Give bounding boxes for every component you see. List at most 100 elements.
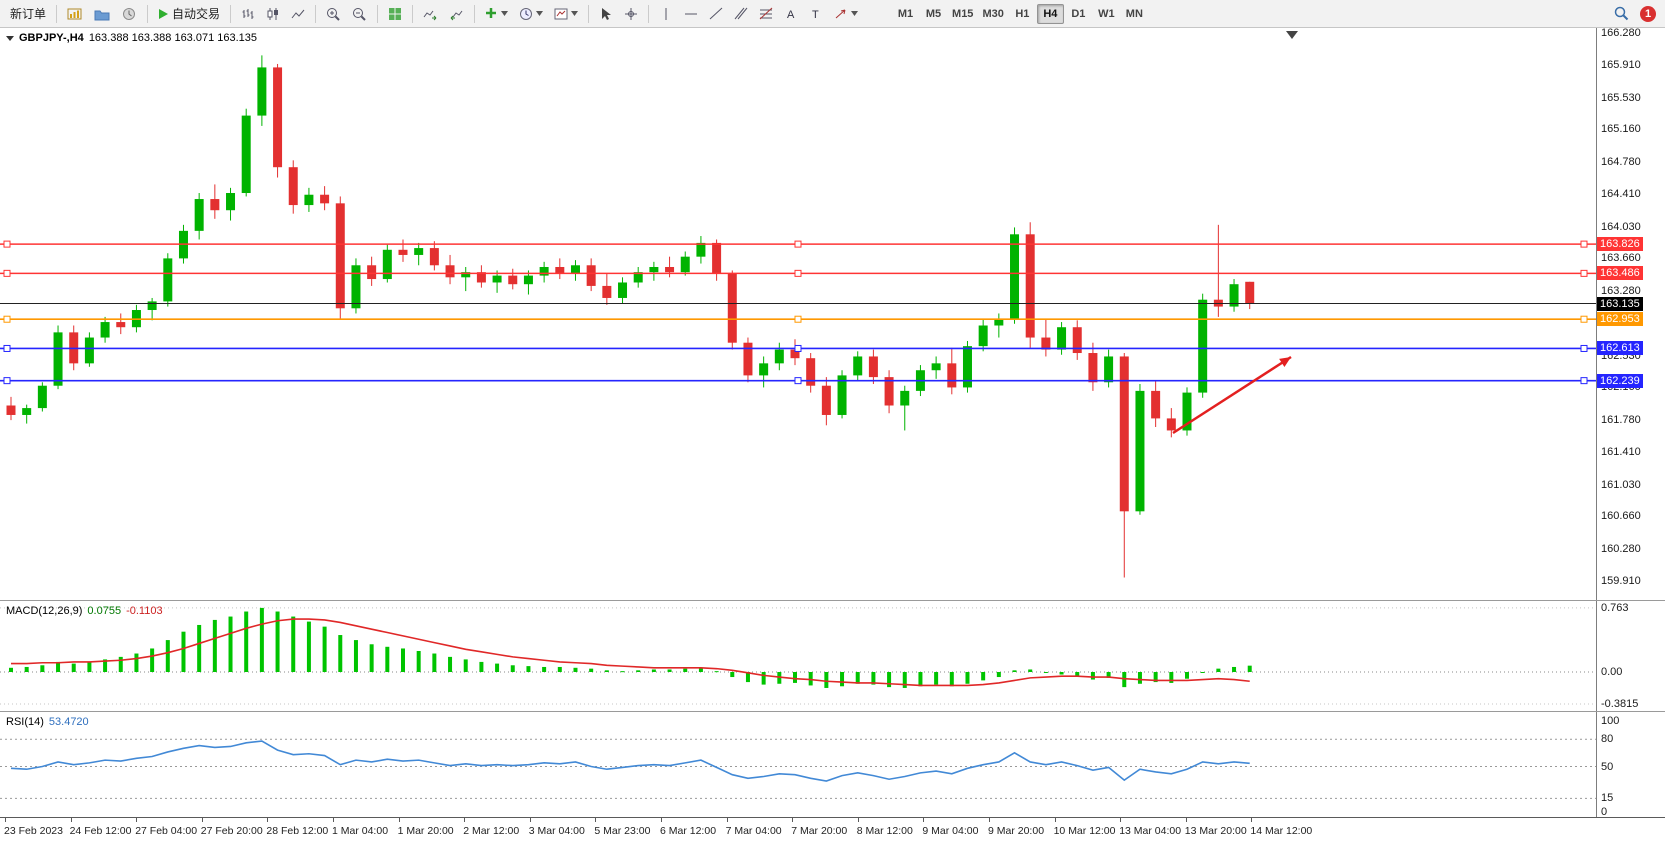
candle-body (226, 193, 236, 211)
time-label: 28 Feb 12:00 (266, 825, 329, 837)
macd-histogram-bar (620, 671, 625, 673)
candle-body (665, 266, 675, 273)
level-line-handle[interactable] (1580, 269, 1588, 277)
chart-shift-button[interactable] (444, 3, 469, 25)
candle-body (727, 273, 737, 343)
macd-histogram-bar (1028, 669, 1033, 672)
rsi-axis[interactable]: 100 80 50 15 0 (1596, 712, 1665, 818)
macd-canvas[interactable] (0, 601, 1596, 711)
rsi-axis-label: 50 (1601, 760, 1614, 773)
macd-axis[interactable]: 0.763 0.00 -0.3815 (1596, 601, 1665, 711)
new-order-button[interactable]: 新订单 (5, 3, 51, 25)
horizontal-line-button[interactable] (679, 3, 703, 25)
symbol-label: GBPJPY-,H4 (19, 32, 84, 44)
macd-histogram-bar (714, 671, 719, 673)
chart-shift-marker[interactable] (1286, 31, 1298, 39)
time-tick (1185, 818, 1187, 822)
level-line-handle[interactable] (3, 344, 11, 352)
zoom-in-button[interactable] (321, 3, 346, 25)
level-line-handle[interactable] (1580, 344, 1588, 352)
market-watch-button[interactable] (116, 3, 142, 25)
periods-button[interactable] (514, 3, 548, 25)
auto-scroll-button[interactable] (418, 3, 443, 25)
macd-histogram-bar (1185, 672, 1189, 679)
tile-windows-button[interactable] (383, 3, 407, 25)
candle-body (1119, 356, 1129, 512)
macd-histogram-bar (526, 666, 531, 672)
zoom-out-icon (353, 7, 366, 21)
level-line-handle[interactable] (3, 377, 11, 385)
candlestick-chart-button[interactable] (261, 3, 285, 25)
level-line-handle[interactable] (3, 269, 11, 277)
timeframe-button-m5[interactable]: M5 (925, 7, 942, 20)
level-line-handle[interactable] (794, 240, 802, 248)
rsi-plot[interactable]: RSI(14) 53.4720 (0, 712, 1596, 817)
new-chart-button[interactable] (62, 3, 88, 25)
profiles-button[interactable] (89, 3, 115, 25)
arrows-icon (835, 9, 846, 19)
price-tick: 160.280 (1601, 543, 1641, 556)
trendline-button[interactable] (704, 3, 728, 25)
time-label: 24 Feb 12:00 (69, 825, 132, 837)
crosshair-button[interactable] (619, 3, 643, 25)
time-tick (595, 818, 597, 822)
toolbar-separator (56, 4, 58, 23)
indicators-button[interactable] (480, 3, 513, 25)
level-line-handle[interactable] (1580, 315, 1588, 323)
timeframe-button-d1[interactable]: D1 (1071, 7, 1086, 20)
search-button[interactable] (1609, 3, 1634, 25)
cursor-button[interactable] (594, 3, 618, 25)
timeframe-button-w1[interactable]: W1 (1098, 7, 1115, 20)
crosshair-icon (625, 7, 638, 20)
level-line-handle[interactable] (3, 240, 11, 248)
level-line-handle[interactable] (794, 315, 802, 323)
timeframe-button-h1[interactable]: H1 (1015, 7, 1030, 20)
candle-body (821, 385, 831, 415)
price-plot[interactable]: GBPJPY-,H4 163.388 163.388 163.071 163.1… (0, 28, 1596, 600)
line-chart-button[interactable] (286, 3, 310, 25)
macd-histogram-bar (118, 656, 123, 672)
text-label-button[interactable]: T (804, 3, 828, 25)
collapse-icon[interactable] (6, 35, 14, 41)
macd-histogram-bar (1169, 672, 1174, 683)
macd-histogram-bar (275, 611, 280, 672)
text-button[interactable]: A (779, 3, 803, 25)
level-line-handle[interactable] (794, 269, 802, 277)
notification-badge[interactable]: 1 (1640, 5, 1656, 22)
timeframe-button-h4[interactable]: H4 (1036, 3, 1064, 24)
time-label: 3 Mar 04:00 (528, 825, 585, 837)
macd-histogram-bar (902, 672, 907, 688)
trend-arrow[interactable] (1172, 355, 1292, 435)
level-line-handle[interactable] (794, 344, 802, 352)
price-axis[interactable]: 166.280 165.910 165.530 165.160 164.780 164.4… (1596, 27, 1665, 600)
fibonacci-button[interactable] (754, 3, 778, 25)
time-axis[interactable]: 23 Feb 2023 24 Feb 12:00 27 Feb 04:00 27 Fe… (0, 817, 1665, 842)
timeframe-button-m1[interactable]: M1 (897, 7, 914, 20)
rsi-axis-label: 80 (1601, 733, 1614, 746)
trend-arrow-head[interactable] (1279, 357, 1291, 368)
time-label: 27 Feb 04:00 (135, 825, 198, 837)
indicators-add-icon (486, 8, 497, 18)
price-tick: 165.530 (1601, 91, 1641, 104)
vertical-line-button[interactable] (654, 3, 678, 25)
time-label: 7 Mar 20:00 (791, 825, 848, 837)
level-line-handle[interactable] (3, 315, 11, 323)
timeframe-button-mn[interactable]: MN (1125, 7, 1143, 20)
price-chart-canvas[interactable] (0, 28, 1596, 600)
timeframe-button-m15[interactable]: M15 (952, 7, 974, 20)
rsi-canvas[interactable] (0, 712, 1596, 817)
price-tick: 161.030 (1601, 478, 1641, 491)
timeframe-button-m30[interactable]: M30 (982, 7, 1004, 20)
arrows-button[interactable] (829, 3, 863, 25)
autotrading-button[interactable]: 自动交易 (153, 3, 225, 25)
level-line-handle[interactable] (794, 377, 802, 385)
level-line-handle[interactable] (1580, 377, 1588, 385)
channel-button[interactable] (729, 3, 753, 25)
zoom-out-button[interactable] (347, 3, 372, 25)
level-line-handle[interactable] (1580, 240, 1588, 248)
bar-chart-button[interactable] (236, 3, 260, 25)
macd-plot[interactable]: MACD(12,26,9) 0.0755 -0.1103 (0, 601, 1596, 711)
macd-histogram-bar (949, 672, 954, 687)
templates-button[interactable] (549, 3, 583, 25)
rsi-axis-label: 100 (1601, 715, 1620, 727)
